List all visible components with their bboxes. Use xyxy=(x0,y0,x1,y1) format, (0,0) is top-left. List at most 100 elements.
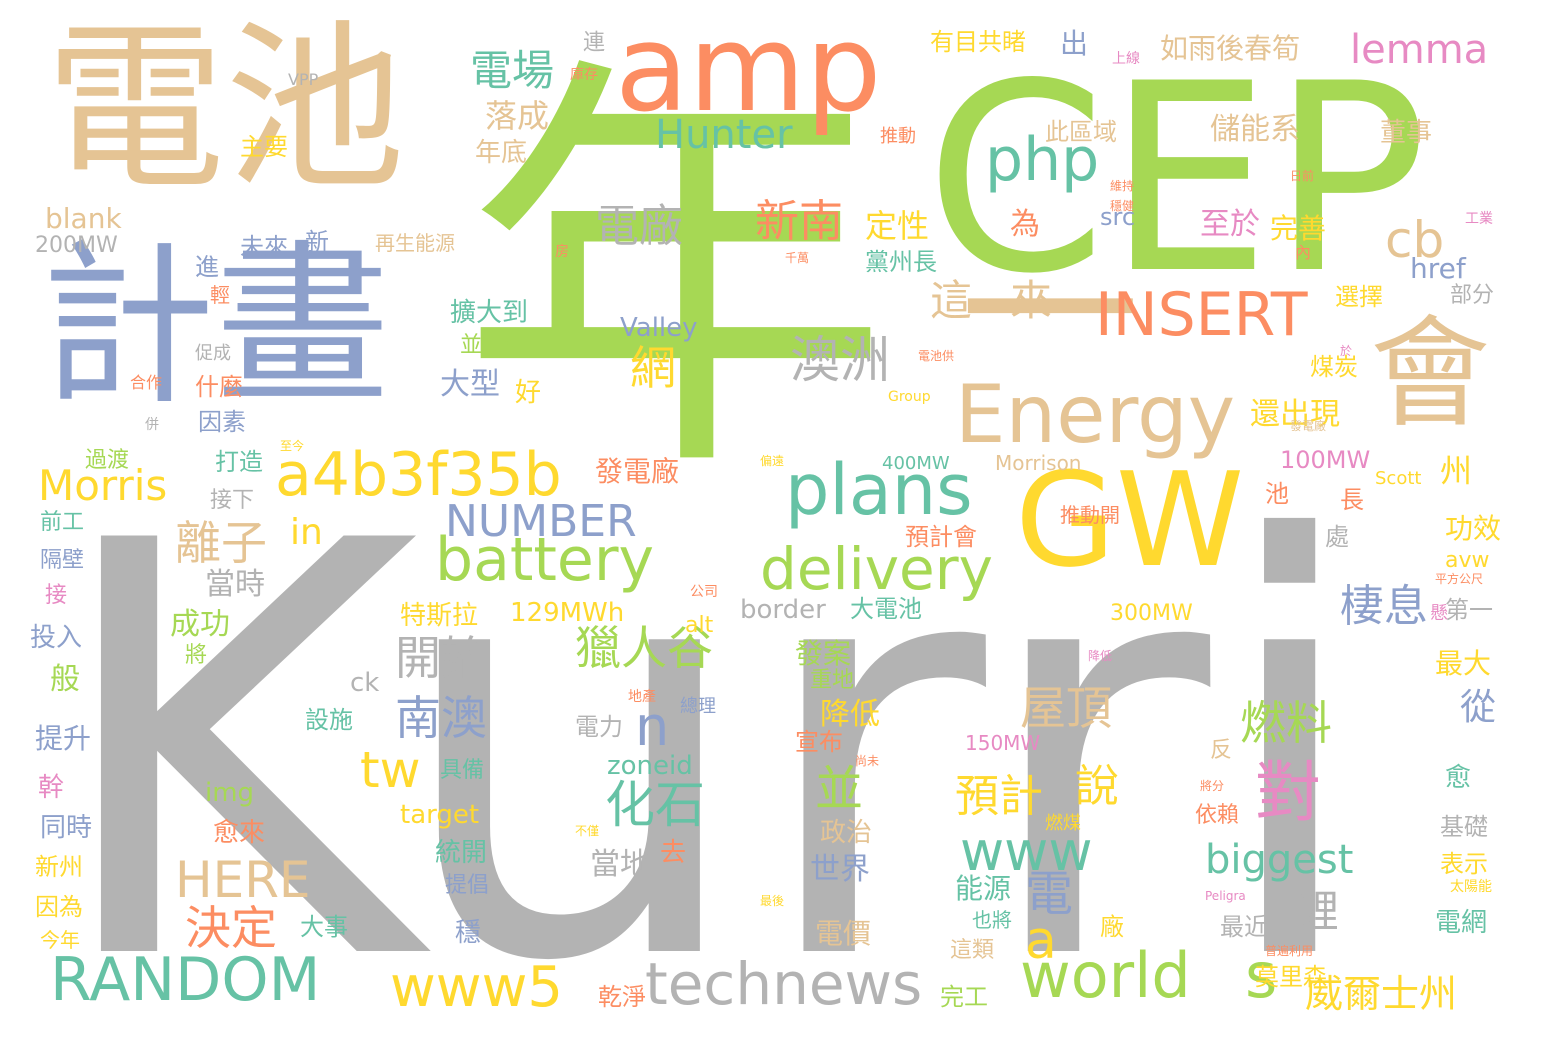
word-62: 落成 xyxy=(485,97,550,135)
word-136: 設施 xyxy=(305,706,353,734)
word-138: img xyxy=(205,778,255,808)
word-72: 定性 xyxy=(865,207,930,245)
word-158: 廠 xyxy=(1100,913,1124,941)
word-165: 從 xyxy=(1460,687,1497,728)
word-148: 提倡 xyxy=(445,873,490,898)
word-189: 尚未 xyxy=(855,754,880,768)
word-47: 棲息 xyxy=(1340,581,1428,632)
word-69: 未來 xyxy=(240,233,288,261)
word-67: blank xyxy=(45,202,122,235)
word-139: zoneid xyxy=(607,751,693,781)
word-108: 同時 xyxy=(40,813,93,843)
word-173: 上線 xyxy=(1112,51,1140,67)
word-17: cb xyxy=(1385,211,1445,269)
word-76: 完善 xyxy=(1270,212,1327,245)
word-143: 世界 xyxy=(810,852,870,887)
word-98: 前工 xyxy=(40,510,85,535)
word-180: 於 xyxy=(1340,344,1353,358)
word-81: Valley xyxy=(620,313,698,343)
word-160: 依賴 xyxy=(1195,803,1240,828)
word-121: 功效 xyxy=(1445,512,1502,545)
word-25: world xyxy=(1020,939,1191,1012)
word-153: 最近 xyxy=(1220,913,1268,941)
word-78: href xyxy=(1410,252,1466,285)
word-68: 200MW xyxy=(35,233,118,258)
word-147: 具備 xyxy=(440,758,485,783)
word-99: 隔壁 xyxy=(40,548,85,573)
word-44: 並 xyxy=(815,761,864,817)
word-83: 擴大到 xyxy=(450,298,529,328)
word-2: CEP xyxy=(925,29,1428,331)
word-185: 地產 xyxy=(628,689,656,705)
word-63: 年底 xyxy=(475,138,528,168)
word-59: 連 xyxy=(579,30,604,52)
word-163: 表示 xyxy=(1440,850,1488,878)
word-23: technews xyxy=(645,950,923,1018)
word-11: a4b3f35b xyxy=(275,440,562,510)
word-145: 去 xyxy=(660,838,687,868)
word-103: 將 xyxy=(185,643,208,668)
word-7: 一 xyxy=(960,210,1141,419)
word-89: 大型 xyxy=(440,367,500,402)
word-66: 董事 xyxy=(1380,118,1433,148)
word-18: 電場 xyxy=(470,46,555,95)
word-188: 降低 xyxy=(1088,649,1113,663)
word-48: n xyxy=(635,695,670,758)
word-102: 成功 xyxy=(170,607,230,642)
word-20: Morris xyxy=(38,461,168,510)
word-125: 129MWh xyxy=(510,598,625,628)
word-156: 乾淨 xyxy=(598,983,646,1011)
word-80: 部分 xyxy=(1450,283,1495,308)
word-140: target xyxy=(400,800,480,830)
word-87: 什麼 xyxy=(195,373,243,401)
word-39: 屋頂 xyxy=(1020,681,1112,735)
word-181: 電池供 xyxy=(918,349,955,363)
word-34: 離子 xyxy=(175,516,267,570)
word-123: 第一 xyxy=(1445,596,1493,624)
word-159: 莫里森 xyxy=(1255,963,1327,991)
word-197: 穩健 xyxy=(1110,199,1135,213)
word-168: 電網 xyxy=(1435,908,1488,938)
word-146: 當地 xyxy=(590,847,650,882)
word-29: 電廠 xyxy=(595,201,683,252)
word-14: php xyxy=(985,125,1100,195)
word-194: 太陽能 xyxy=(1450,879,1492,895)
word-196: 維持 xyxy=(1110,179,1135,193)
word-64: 此區域 xyxy=(1045,118,1117,146)
word-90: 好 xyxy=(515,378,542,408)
word-175: 日前 xyxy=(1290,169,1315,183)
word-132: ck xyxy=(350,668,380,698)
word-111: 今年 xyxy=(40,928,80,952)
word-178: 千萬 xyxy=(785,251,810,265)
word-193: Peligra xyxy=(1205,889,1246,903)
word-30: 新南 xyxy=(755,196,843,247)
word-149: 能源 xyxy=(955,872,1012,905)
word-12: battery xyxy=(435,525,654,595)
word-43: 說 xyxy=(1075,761,1119,812)
word-82: 並持續 xyxy=(460,333,527,358)
word-176: 工業 xyxy=(1465,211,1493,227)
word-0: Kurri xyxy=(45,423,1369,1052)
word-40: 燃料 xyxy=(1240,696,1332,750)
word-106: 提升 xyxy=(35,722,92,755)
word-26: s xyxy=(1245,939,1278,1012)
word-94: 併 xyxy=(145,417,159,433)
word-190: 將分 xyxy=(1200,779,1225,793)
word-24: www5 xyxy=(390,955,564,1020)
word-105: 般 xyxy=(50,662,80,697)
word-61: 主要 xyxy=(240,133,288,161)
word-110: 因為 xyxy=(35,893,83,921)
word-109: 新州 xyxy=(35,853,83,881)
word-174: 庫存 xyxy=(570,67,598,83)
word-4: 計畫 xyxy=(40,226,390,429)
word-91: 還出現 xyxy=(1250,397,1340,432)
word-16: Hunter xyxy=(655,112,793,158)
word-142: 政治 xyxy=(820,818,873,848)
word-100: 接 xyxy=(45,583,68,608)
word-73: 黨州長 xyxy=(865,248,937,276)
word-22: RANDOM xyxy=(50,945,321,1015)
word-6: GW xyxy=(1015,444,1245,596)
word-116: 池 xyxy=(1265,480,1289,508)
word-118: 州 xyxy=(1440,452,1473,490)
word-45: www xyxy=(960,820,1093,883)
